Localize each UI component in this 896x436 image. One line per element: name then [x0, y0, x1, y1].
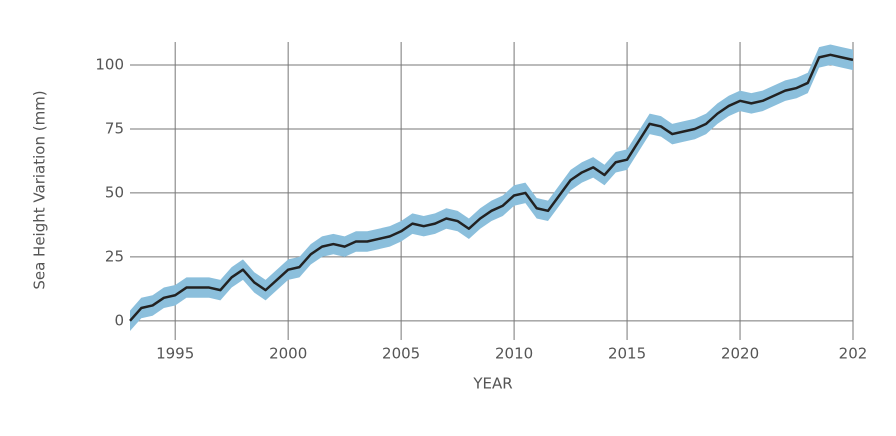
x-tick-label: 2015 — [608, 345, 646, 363]
x-tick-label: 1995 — [156, 345, 194, 363]
y-tick-label: 0 — [114, 311, 124, 329]
error-band — [130, 44, 853, 332]
y-tick-label: 75 — [105, 119, 124, 137]
x-tick-label: 2005 — [382, 345, 420, 363]
y-tick-label: 25 — [105, 247, 124, 265]
x-tick-label: 2000 — [269, 345, 307, 363]
y-tick-label: 50 — [105, 183, 124, 201]
x-tick-label: 2010 — [495, 345, 533, 363]
y-tick-label: 100 — [95, 56, 124, 74]
x-axis-title: YEAR — [472, 375, 512, 393]
x-tick-label: 2020 — [721, 345, 759, 363]
x-tick-label: 202 — [839, 345, 868, 363]
line — [129, 53, 854, 322]
y-axis-title: Sea Height Variation (mm) — [31, 90, 49, 289]
